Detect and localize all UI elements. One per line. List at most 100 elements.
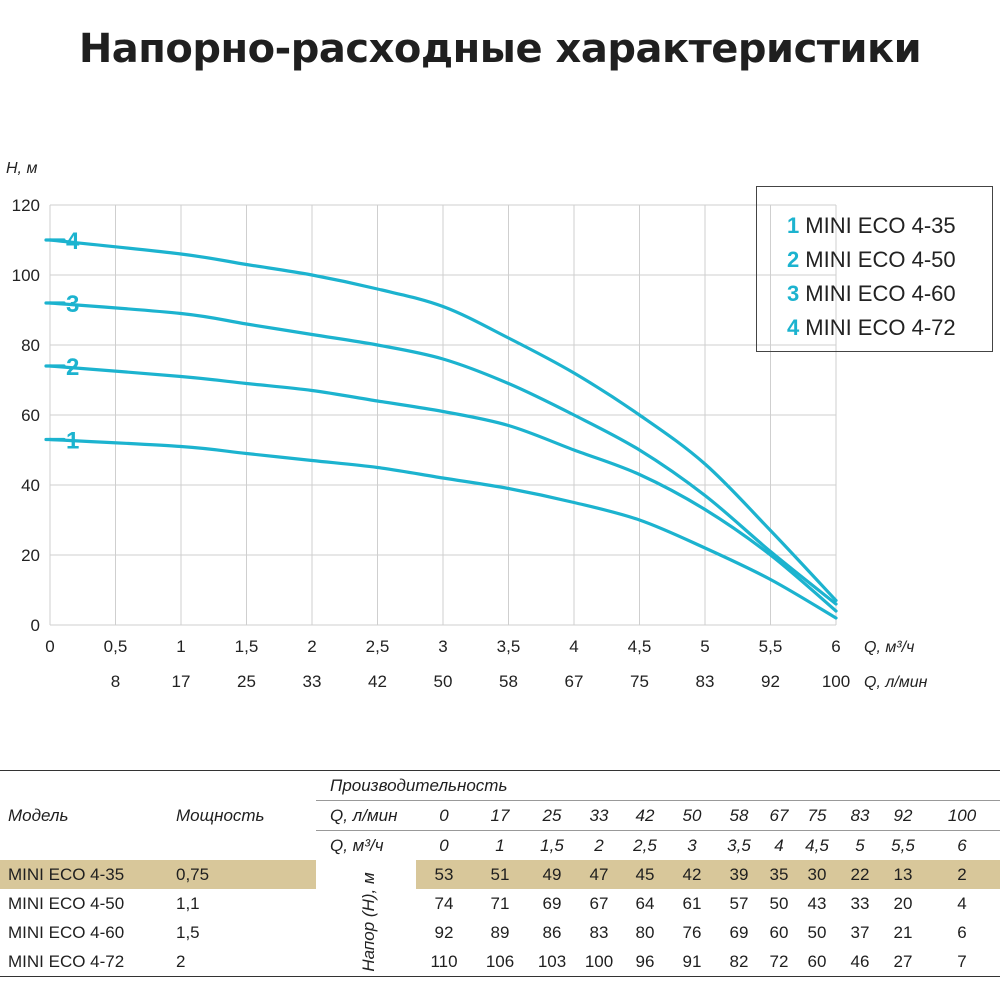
q-lmin-value: 83	[838, 800, 882, 831]
series-label-2: 2	[66, 354, 79, 381]
series-label-3: 3	[66, 291, 79, 318]
q-lmin-value: 33	[576, 800, 622, 831]
head-label-cell	[316, 947, 416, 977]
q-m3h-value: 5	[838, 830, 882, 860]
x-tick-label: 0,5	[104, 637, 128, 656]
q-m3h-value: 3,5	[716, 830, 762, 860]
x2-axis-label: Q, л/мин	[864, 674, 928, 691]
table-row: MINI ECO 4-72 2 110 106 103 100 96 91 82 72 60 46 27…	[0, 947, 1000, 977]
head-value: 39	[716, 860, 762, 889]
head-value: 13	[882, 860, 924, 889]
x2-tick-label: 67	[565, 672, 584, 691]
head-value: 2	[924, 860, 1000, 889]
x2-tick-label: 17	[172, 672, 191, 691]
head-value: 80	[635, 922, 655, 942]
series-line-3	[48, 301, 838, 606]
table-header-row: Q, м³/ч 0 1 1,5 2 2,5 3 3,5 4 4,5 5 5,5 6	[0, 830, 1000, 860]
head-value: 86	[542, 922, 562, 942]
legend-number: 1	[787, 213, 800, 238]
model-cell: MINI ECO 4-60	[8, 922, 125, 942]
col-model-header: Модель	[8, 805, 69, 825]
x-tick-label: 4	[569, 637, 578, 656]
page-title: Напорно-расходные характеристики	[78, 26, 922, 72]
head-value: 22	[838, 860, 882, 889]
head-value: 7	[924, 947, 1000, 977]
head-value: 20	[893, 893, 913, 913]
x-tick-label: 6	[831, 637, 840, 656]
head-value: 49	[528, 860, 576, 889]
q-m3h-value: 0	[416, 830, 472, 860]
head-value: 42	[668, 860, 716, 889]
head-value: 27	[882, 947, 924, 977]
head-value: 51	[472, 860, 528, 889]
q-m3h-value: 5,5	[882, 830, 924, 860]
head-value: 53	[416, 860, 472, 889]
power-cell: 2	[176, 947, 316, 977]
x-axis-label: Q, м³/ч	[864, 639, 914, 656]
head-value: 35	[762, 860, 796, 889]
chart-curve-labels: 1 2 3 4	[44, 228, 80, 455]
q-lmin-label: Q, л/мин	[316, 800, 416, 831]
head-value: 103	[528, 947, 576, 977]
table-row: MINI ECO 4-60 1,5 92 89 86 83 80 76 69 60 50 37 21 6	[0, 918, 1000, 947]
legend-number: 3	[787, 281, 800, 306]
head-value: 72	[762, 947, 796, 977]
q-m3h-value: 1,5	[528, 830, 576, 860]
x-tick-label: 3	[438, 637, 447, 656]
x2-tick-label: 33	[303, 672, 322, 691]
y-tick-label: 100	[12, 266, 40, 285]
x-tick-label: 1	[176, 637, 185, 656]
head-value: 64	[635, 893, 655, 913]
q-lmin-value: 58	[716, 800, 762, 831]
head-value: 47	[576, 860, 622, 889]
head-value: 21	[893, 922, 913, 942]
q-m3h-value: 3	[668, 830, 716, 860]
q-lmin-value: 67	[762, 800, 796, 831]
head-value: 50	[807, 922, 827, 942]
head-value: 100	[576, 947, 622, 977]
head-value: 67	[589, 893, 609, 913]
legend-item: 3 MINI ECO 4-60	[787, 277, 992, 311]
q-m3h-label: Q, м³/ч	[316, 830, 416, 860]
head-value: 92	[434, 922, 454, 942]
table-row: MINI ECO 4-35 0,75 53 51 49 47 45 42 39 35 30 22 13 2	[0, 860, 1000, 889]
series-label-1: 1	[66, 428, 79, 455]
legend-number: 2	[787, 247, 800, 272]
head-label-cell	[316, 860, 416, 889]
chart-legend: 1 MINI ECO 4-35 2 MINI ECO 4-50 3 MINI ECO …	[756, 186, 993, 352]
model-cell: MINI ECO 4-50	[8, 893, 125, 913]
q-lmin-value: 92	[882, 800, 924, 831]
x2-tick-label: 8	[111, 672, 120, 691]
head-value: 37	[850, 922, 870, 942]
y-tick-label: 20	[21, 546, 40, 565]
q-lmin-value: 0	[416, 800, 472, 831]
x-tick-label: 3,5	[497, 637, 521, 656]
q-lmin-value: 100	[924, 800, 1000, 831]
x2-tick-label: 75	[630, 672, 649, 691]
power-cell: 1,5	[176, 922, 200, 942]
series-line-4	[48, 238, 838, 603]
head-value: 106	[472, 947, 528, 977]
head-value: 57	[729, 893, 749, 913]
head-value: 46	[838, 947, 882, 977]
model-cell: MINI ECO 4-35	[0, 860, 176, 889]
y-tick-label: 40	[21, 476, 40, 495]
head-value: 6	[957, 922, 967, 942]
head-value: 50	[769, 893, 789, 913]
head-flow-chart: 0 20 40 60 80 100 120 0 0,5 1 1,5 2 2,5 3 3,5 4 4,5 5 5,5 6…	[6, 160, 928, 691]
head-value: 76	[682, 922, 702, 942]
x2-tick-label: 50	[434, 672, 453, 691]
head-value: 61	[682, 893, 702, 913]
head-value: 33	[850, 893, 870, 913]
head-value: 30	[796, 860, 838, 889]
head-value: 89	[490, 922, 510, 942]
head-value: 74	[434, 893, 454, 913]
head-value: 71	[490, 893, 510, 913]
x2-tick-label: 83	[696, 672, 715, 691]
head-value: 43	[807, 893, 827, 913]
head-value: 69	[729, 922, 749, 942]
q-m3h-value: 2	[576, 830, 622, 860]
x2-tick-label: 100	[822, 672, 850, 691]
x2-tick-label: 92	[761, 672, 780, 691]
model-cell: MINI ECO 4-72	[0, 947, 176, 977]
